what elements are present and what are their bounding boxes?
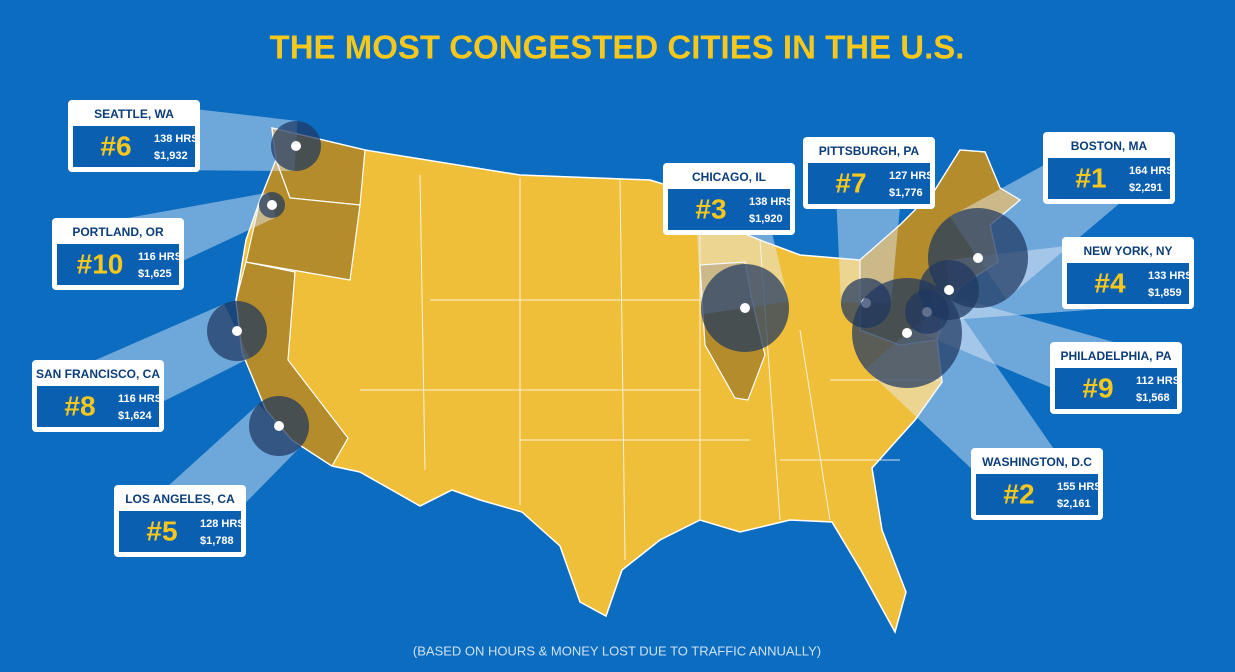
city-dot [274,421,284,431]
city-cost: $1,788 [200,535,234,547]
callout-panel [119,511,241,552]
city-callout: WASHINGTON, D.C #2 155 HRS $2,161 [971,448,1103,520]
city-rank: #10 [77,248,124,279]
footnote: (BASED ON HOURS & MONEY LOST DUE TO TRAF… [413,643,821,658]
city-rank: #5 [146,515,177,546]
city-name: SAN FRANCISCO, CA [36,367,160,381]
city-hours: 138 HRS [154,133,199,145]
city-dot [902,328,912,338]
city-dot [740,303,750,313]
city-callout: SEATTLE, WA #6 138 HRS $1,932 [68,100,200,172]
city-hours: 127 HRS [889,170,934,182]
city-rank: #3 [695,193,726,224]
city-rank: #6 [100,130,131,161]
city-hours: 138 HRS [749,196,794,208]
city-cost: $1,568 [1136,392,1170,404]
city-name: BOSTON, MA [1071,139,1148,153]
city-dot [291,141,301,151]
callout-panel [976,474,1098,515]
callout-panel [1048,158,1170,199]
city-rank: #7 [835,167,866,198]
city-callout: PITTSBURGH, PA #7 127 HRS $1,776 [803,137,935,209]
city-callouts: SEATTLE, WA #6 138 HRS $1,932 PORTLAND, OR #1… [32,100,1194,557]
city-cost: $2,161 [1057,498,1091,510]
city-hours: 128 HRS [200,518,245,530]
city-callout: LOS ANGELES, CA #5 128 HRS $1,788 [114,485,246,557]
city-callout: CHICAGO, IL #3 138 HRS $1,920 [663,163,795,235]
callout-panel [1067,263,1189,304]
city-hours: 133 HRS [1148,270,1193,282]
city-hours: 116 HRS [118,393,162,405]
city-cost: $2,291 [1129,182,1163,194]
callout-panel [73,126,195,167]
callout-panel [57,244,179,285]
city-cost: $1,859 [1148,287,1182,299]
city-cost: $1,932 [154,150,188,162]
callout-panel [668,189,790,230]
city-cost: $1,625 [138,268,172,280]
city-name: NEW YORK, NY [1083,244,1172,258]
callout-panel [808,163,930,204]
callout-panel [37,386,159,427]
city-name: PHILADELPHIA, PA [1060,349,1171,363]
city-circles [207,121,1028,456]
city-dot [267,200,277,210]
city-cost: $1,920 [749,213,783,225]
city-hours: 112 HRS [1136,375,1180,387]
city-hours: 164 HRS [1129,165,1174,177]
city-dot [232,326,242,336]
city-dot [944,285,954,295]
callout-panel [1055,368,1177,409]
city-rank: #9 [1082,372,1113,403]
city-name: WASHINGTON, D.C [982,455,1092,469]
city-rank: #4 [1094,267,1126,298]
city-name: LOS ANGELES, CA [125,492,235,506]
city-callout: PHILADELPHIA, PA #9 112 HRS $1,568 [1050,342,1182,414]
city-callout: PORTLAND, OR #10 116 HRS $1,625 [52,218,184,290]
city-cost: $1,624 [118,410,153,422]
city-callout: SAN FRANCISCO, CA #8 116 HRS $1,624 [32,360,164,432]
city-hours: 116 HRS [138,251,182,263]
city-name: PITTSBURGH, PA [819,144,920,158]
city-rank: #2 [1003,478,1034,509]
city-hours: 155 HRS [1057,481,1102,493]
city-rank: #1 [1075,162,1106,193]
title: THE MOST CONGESTED CITIES IN THE U.S. [270,29,965,66]
city-name: PORTLAND, OR [72,225,164,239]
city-cost: $1,776 [889,187,923,199]
city-callout: NEW YORK, NY #4 133 HRS $1,859 [1062,237,1194,309]
city-name: SEATTLE, WA [94,107,174,121]
city-rank: #8 [64,390,95,421]
city-callout: BOSTON, MA #1 164 HRS $2,291 [1043,132,1175,204]
city-name: CHICAGO, IL [692,170,766,184]
city-dot [973,253,983,263]
